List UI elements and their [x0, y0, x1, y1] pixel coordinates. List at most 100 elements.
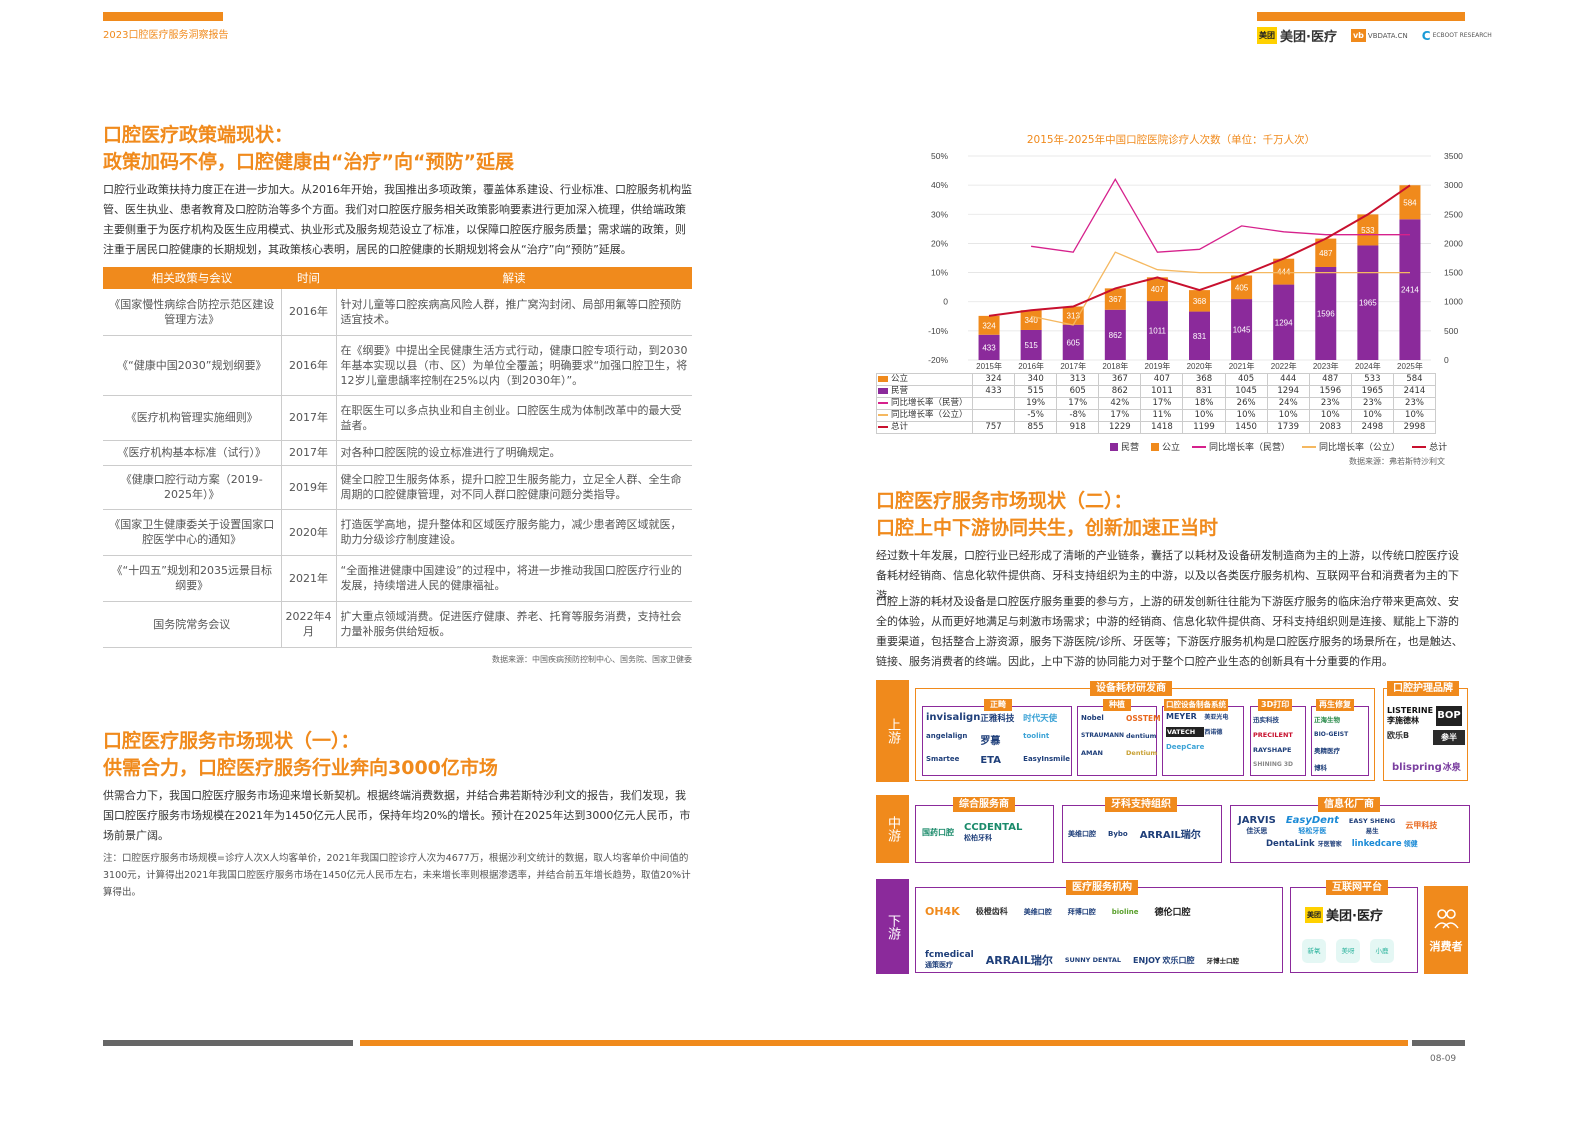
- table-cell: 1418: [1140, 421, 1184, 434]
- table-cell: 1450: [1224, 421, 1268, 434]
- table-cell: -5%: [1014, 409, 1058, 422]
- policy-desc: “全面推进健康中国建设”的过程中，将进一步推动我国口腔医疗行业的发展，持续增进人…: [336, 555, 692, 602]
- table-row: 《医疗机构管理实施细则》 2017年 在职医生可以多点执业和自主创业。口腔医生成为体…: [103, 395, 692, 441]
- level-midstream: 中游: [876, 795, 909, 863]
- table-cell: 2083: [1308, 421, 1352, 434]
- legend-label: 同比增长率（公立）: [1319, 443, 1401, 453]
- brand-logo: 极橙齿科: [975, 907, 1008, 916]
- ortho-brands: invisalign 正雅科技 时代天使 angelalign 罗慕 tooli…: [926, 712, 1070, 766]
- brand-logo: VATECH: [1166, 727, 1205, 737]
- listerine-logo: LISTERINE 李施德林: [1387, 706, 1433, 726]
- brand-logo: linkedcare: [1351, 839, 1402, 849]
- table-cell: 1294: [1266, 385, 1310, 398]
- section1-title-line1: 口腔医疗政策端现状：: [103, 124, 294, 146]
- ecboot-logo: C ECBOOT RESEARCH: [1422, 29, 1492, 43]
- table-row: 国务院常务会议 2022年4月 扩大重点领域消费。促进医疗健康、养老、托育等服务消费…: [103, 601, 692, 648]
- brand-logo: PRECILENT: [1253, 731, 1293, 739]
- equipment-tag: 口腔设备制备系统: [1164, 699, 1228, 711]
- th-year: 时间: [281, 267, 336, 289]
- legend-swatch: [878, 387, 888, 394]
- brand-logo: Bybo: [1108, 829, 1128, 838]
- table-cell: 42%: [1098, 397, 1142, 410]
- bar-private: [978, 334, 1000, 360]
- bar-private: [1399, 219, 1421, 360]
- table-row-label: 同比增长率（公立）: [876, 409, 973, 422]
- linkedcare-logo: linkedcare 领健: [1352, 839, 1418, 849]
- table-cell: 2414: [1392, 385, 1437, 398]
- policy-year: 2016年: [281, 335, 337, 396]
- jarvis-logo: JARVIS 佳沃思: [1238, 815, 1276, 836]
- brand-logo: SUNNY DENTAL: [1064, 956, 1122, 964]
- bar-private: [1146, 301, 1168, 360]
- brand-logo: DentaLink: [1266, 839, 1315, 849]
- line-private-growth: [1031, 178, 1410, 253]
- brand-logo: OSSTEM: [1126, 714, 1161, 723]
- table-cell: 533: [1350, 373, 1394, 386]
- bar-private: [1020, 329, 1042, 360]
- brand-logo: ARRAIL瑞尔: [985, 954, 1053, 967]
- vbdata-badge: vb: [1350, 29, 1366, 42]
- y-right-tick-label: 1500: [1444, 268, 1463, 278]
- brand-logo: RAYSHAPE: [1253, 746, 1292, 754]
- vbdata-logo: vb VBDATA.CN: [1350, 29, 1408, 42]
- regen-brands: 正海生物 BIO-GEIST 奥精医疗 博科: [1314, 714, 1368, 772]
- brand-logo: EasyInsmile: [1023, 755, 1070, 763]
- policy-name: 《国家慢性病综合防控示范区建设管理方法》: [103, 289, 282, 336]
- line-total: [988, 184, 1411, 317]
- th-policy: 相关政策与会议: [103, 267, 281, 289]
- care-tag: 口腔护理品牌: [1387, 681, 1459, 696]
- brand-logo: 易生: [1365, 826, 1379, 835]
- row-label-text: 同比增长率（民营）: [891, 398, 968, 408]
- section1-title: 口腔医疗政策端现状： 政策加码不停，口腔健康由“治疗”向“预防”延展: [103, 122, 703, 176]
- brand-logo: 李施德林: [1387, 716, 1419, 725]
- x-tick-label: 2021年: [1229, 361, 1255, 370]
- brand-logo: ARRAIL瑞尔: [1139, 830, 1201, 841]
- policy-name: 《“健康中国2030”规划纲要》: [103, 335, 282, 396]
- y-right-tick-label: 3500: [1444, 151, 1463, 161]
- table-cell: 2498: [1350, 421, 1394, 434]
- brand-logo: 德伦口腔: [1154, 908, 1191, 918]
- brand-logo: Smartee: [926, 755, 960, 763]
- legend-item: 同比增长率（公立）: [1302, 440, 1400, 453]
- mid-group3-brands: JARVIS 佳沃思 EasyDent 轻松牙医 EASY SHENG 易生 云…: [1238, 815, 1466, 849]
- bar-public: [1146, 277, 1168, 302]
- legend-item: 总计: [1412, 440, 1447, 453]
- table-cell: 10%: [1224, 409, 1268, 422]
- legend-swatch: [878, 401, 888, 404]
- legend-swatch: [1412, 445, 1427, 448]
- brand-logo: 欢乐口腔: [1162, 955, 1195, 965]
- section2-title-line1: 口腔医疗服务市场现状（一）：: [103, 730, 360, 752]
- row-label-text: 公立: [891, 374, 909, 384]
- brand-logo: BIO-GEIST: [1314, 731, 1349, 738]
- legend-swatch: [878, 375, 888, 382]
- equipment-brands: MEYER 美亚光电 VATECH 西诺德 DeepCare: [1166, 712, 1242, 751]
- brand-logo: 时代天使: [1023, 714, 1058, 724]
- table-row: 《健康口腔行动方案（2019-2025年）》 2019年 健全口腔卫生服务体系，提升…: [103, 465, 692, 510]
- brand-logo: DeepCare: [1166, 743, 1205, 751]
- print3d-brands: 迅实科技 PRECILENT RAYSHAPE SHINING 3D: [1253, 714, 1305, 768]
- brand-logo: 牙医管家: [1317, 841, 1342, 848]
- brand-logo: ETA: [980, 755, 1001, 766]
- app-icon: 新氧: [1302, 939, 1326, 963]
- legend-swatch: [1151, 442, 1160, 451]
- x-tick-label: 2018年: [1102, 361, 1128, 370]
- legend-item: 民营: [1110, 440, 1139, 453]
- bar-public: [1104, 288, 1126, 310]
- table-cell: 11%: [1140, 409, 1184, 422]
- policy-desc: 对各种口腔医院的设立标准进行了明确规定。: [336, 440, 692, 466]
- table-cell: 1965: [1350, 385, 1394, 398]
- table-cell: 17%: [1098, 409, 1142, 422]
- y-left-tick-label: -10%: [928, 326, 948, 336]
- table-row: 同比增长率（公立） -5% -8% 17% 11% 10% 10% 10% 10% 10% 10%: [876, 409, 1437, 422]
- legend-swatch: [878, 425, 888, 428]
- brand-logo: 云甲科技: [1405, 821, 1438, 830]
- legend-label: 公立: [1162, 443, 1181, 453]
- table-cell: 2998: [1392, 421, 1437, 434]
- meituan-badge: 美团: [1257, 27, 1277, 44]
- brand-logo: JARVIS: [1238, 815, 1276, 826]
- bar-public: [1273, 258, 1295, 285]
- table-cell: 444: [1266, 373, 1310, 386]
- brand-logo: angelalign: [926, 732, 968, 740]
- policy-name: 《医疗机构管理实施细则》: [103, 395, 282, 441]
- brand-logo: toolint: [1023, 732, 1050, 740]
